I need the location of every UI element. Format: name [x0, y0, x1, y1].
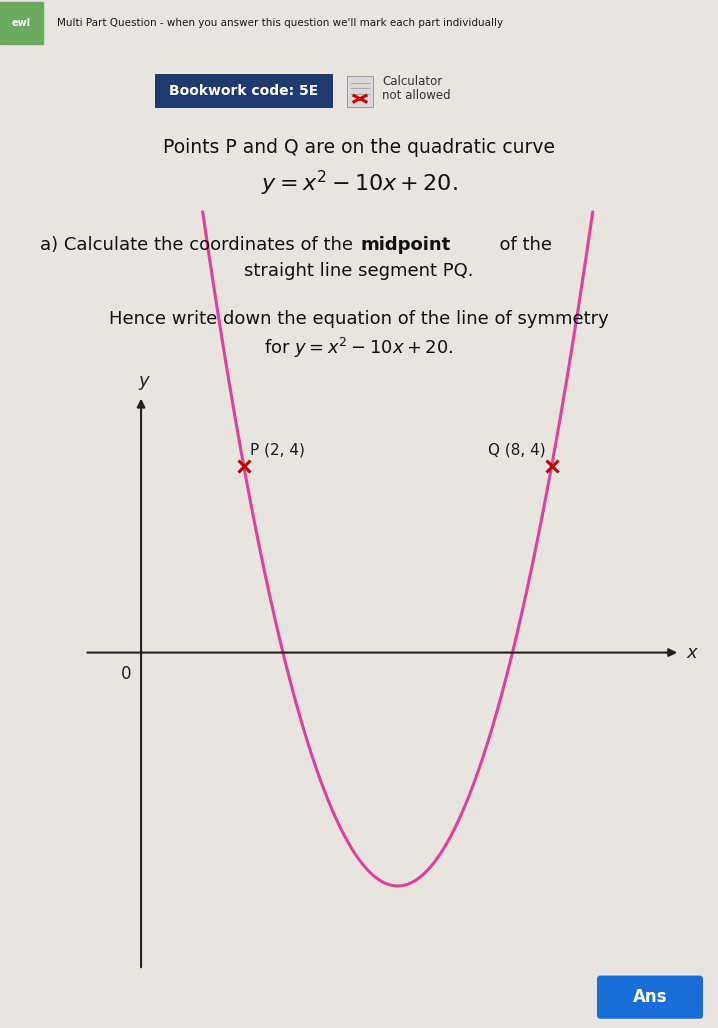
Text: Q (8, 4): Q (8, 4) [488, 443, 546, 457]
Text: midpoint: midpoint [361, 235, 451, 254]
Text: of the: of the [166, 235, 552, 254]
Text: for $y = x^2 - 10x + 20.$: for $y = x^2 - 10x + 20.$ [264, 335, 454, 360]
Text: $y = x^2 - 10x + 20.$: $y = x^2 - 10x + 20.$ [261, 169, 457, 197]
Text: straight line segment PQ.: straight line segment PQ. [244, 262, 474, 281]
FancyBboxPatch shape [597, 976, 703, 1019]
Text: ewl: ewl [12, 19, 31, 28]
Text: Hence write down the equation of the line of symmetry: Hence write down the equation of the lin… [109, 309, 609, 328]
FancyBboxPatch shape [347, 76, 373, 107]
Text: Ans: Ans [633, 988, 667, 1006]
Text: a) Calculate the coordinates of the: a) Calculate the coordinates of the [40, 235, 359, 254]
Text: 0: 0 [121, 665, 131, 683]
Text: P (2, 4): P (2, 4) [250, 443, 304, 457]
Text: Calculator: Calculator [382, 75, 442, 87]
FancyBboxPatch shape [155, 74, 333, 108]
Text: Multi Part Question - when you answer this question we'll mark each part individ: Multi Part Question - when you answer th… [57, 19, 503, 28]
Text: Points P and Q are on the quadratic curve: Points P and Q are on the quadratic curv… [163, 138, 555, 156]
Text: $x$: $x$ [686, 644, 699, 662]
Text: $y$: $y$ [139, 373, 151, 392]
Text: not allowed: not allowed [382, 89, 451, 102]
Text: Bookwork code: 5E: Bookwork code: 5E [169, 84, 319, 98]
FancyBboxPatch shape [0, 2, 43, 44]
